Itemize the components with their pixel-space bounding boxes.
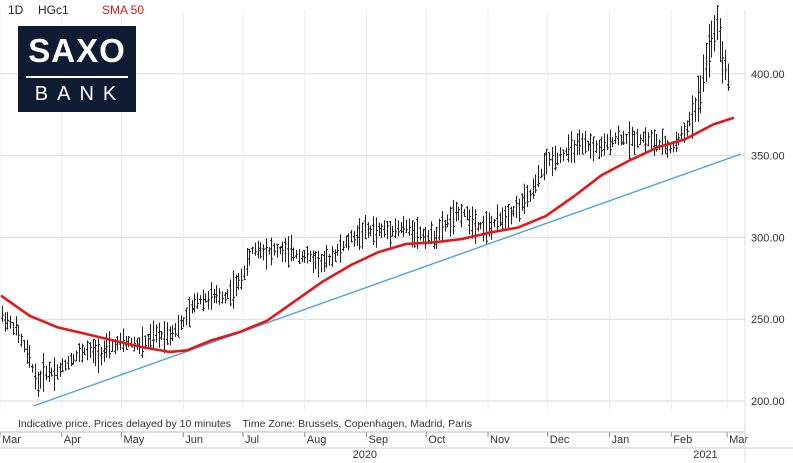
x-tick-label: Dec	[550, 434, 570, 446]
x-tick-label: Mar	[2, 434, 21, 446]
x-tick-label: Nov	[490, 434, 510, 446]
x-tick-label: Jun	[185, 434, 203, 446]
trendline	[33, 153, 742, 407]
x-tick-label: Apr	[64, 434, 81, 446]
timeframe-label[interactable]: 1D	[8, 3, 24, 17]
disclaimer-text: Indicative price. Prices delayed by 10 m…	[18, 418, 473, 430]
x-tick-label: Oct	[428, 434, 445, 446]
y-tick-label: 400.00	[751, 69, 785, 81]
year-label: 2020	[353, 449, 377, 461]
x-tick-label: Mar	[729, 434, 748, 446]
x-tick-label: May	[124, 434, 145, 446]
x-tick-label: Jan	[612, 434, 630, 446]
y-tick-label: 350.00	[751, 151, 785, 163]
year-label: 2021	[693, 449, 717, 461]
price-bars	[1, 5, 730, 397]
indicator-label[interactable]: SMA 50	[102, 3, 145, 17]
x-axis-ticks: Mar Apr May Jun Jul Aug Sep Oct Nov Dec Jan Feb Mar	[0, 10, 793, 463]
y-tick-label: 200.00	[751, 396, 785, 408]
y-tick-label: 250.00	[751, 314, 785, 326]
x-tick-label: Aug	[307, 434, 327, 446]
sma-line	[0, 116, 735, 354]
x-tick-label: Sep	[369, 434, 389, 446]
y-axis-ticks: 200.00 250.00 300.00 350.00 400.00	[751, 69, 785, 408]
x-tick-label: Feb	[673, 434, 692, 446]
saxo-bank-logo: SAXO BANK	[18, 26, 136, 112]
x-tick-label: Jul	[245, 434, 259, 446]
logo-line2: BANK	[34, 83, 126, 105]
logo-line1: SAXO	[28, 32, 126, 69]
logo-divider	[26, 76, 128, 78]
year-labels: 2020 2021	[353, 449, 718, 461]
y-tick-label: 300.00	[751, 232, 785, 244]
symbol-label[interactable]: HGc1	[38, 3, 69, 17]
